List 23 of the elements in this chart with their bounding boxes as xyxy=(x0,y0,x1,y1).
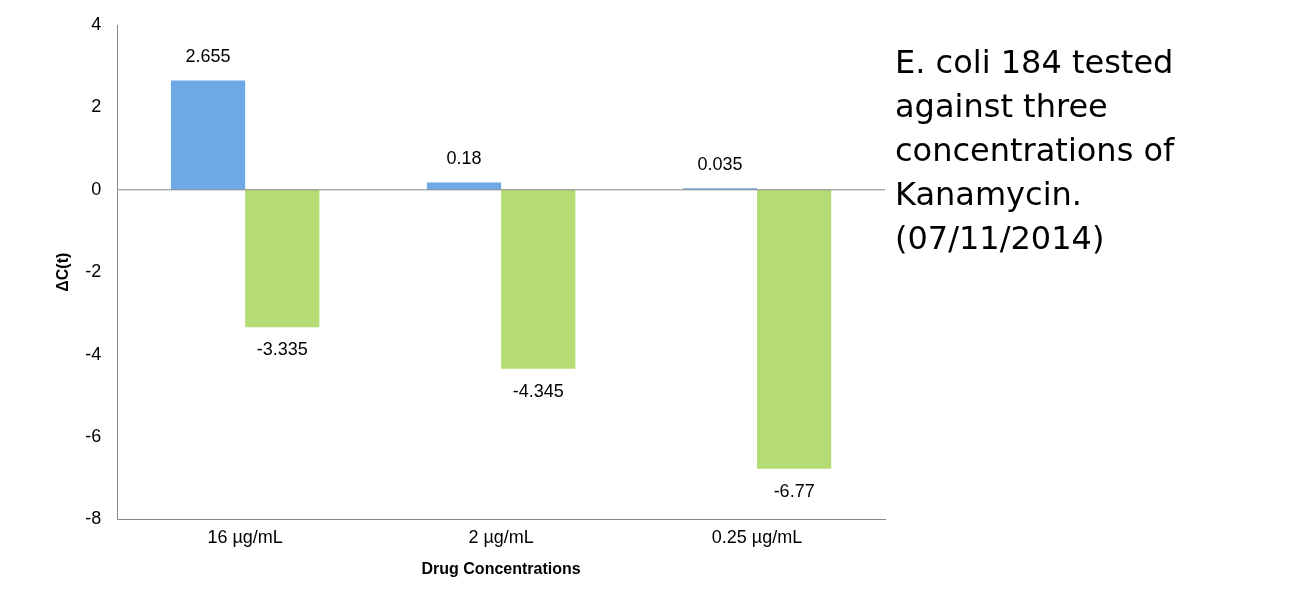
y-tick-label: -6 xyxy=(85,425,102,446)
bar xyxy=(245,189,320,328)
y-tick-label: 2 xyxy=(91,96,102,117)
y-tick-label: -2 xyxy=(85,261,102,282)
y-tick-label: 4 xyxy=(91,13,102,34)
bar xyxy=(757,189,832,469)
x-tick-label: 16 µg/mL xyxy=(207,527,283,548)
text: E. coli 184 tested against three concentrations of Kanamycin. (07/11/2014) xyxy=(895,42,1176,259)
data-label: 2.655 xyxy=(185,46,231,67)
y-axis-title: ΔC(t) xyxy=(54,252,72,292)
y-tick-label: 0 xyxy=(91,178,102,199)
data-label: -6.77 xyxy=(773,480,815,501)
bar xyxy=(501,189,576,369)
data-label: 0.18 xyxy=(446,148,482,169)
data-label: 0.035 xyxy=(697,154,743,175)
data-label: -3.335 xyxy=(256,339,308,360)
y-tick-label: -4 xyxy=(85,343,102,364)
x-tick-label: 0.25 µg/mL xyxy=(711,527,803,548)
y-tick-label: -8 xyxy=(85,508,102,529)
bar xyxy=(170,80,246,190)
x-tick-label: 2 µg/mL xyxy=(468,527,534,548)
data-label: -4.345 xyxy=(512,380,564,401)
x-axis-title: Drug Concentrations xyxy=(421,559,581,577)
